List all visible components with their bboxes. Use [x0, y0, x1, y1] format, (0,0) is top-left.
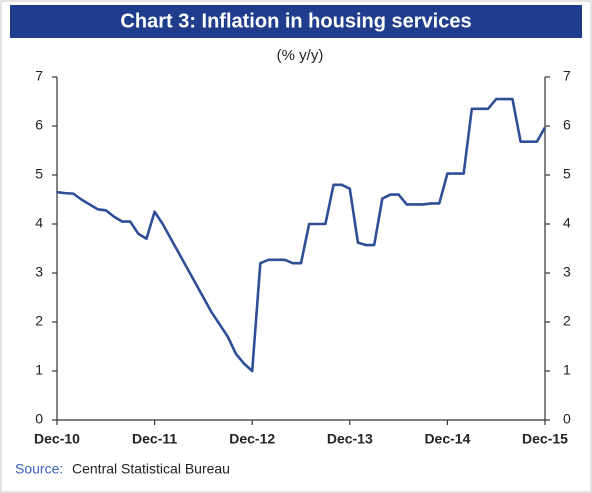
- chart-subtitle: (% y/y): [277, 47, 324, 64]
- y-tick-label: 7: [35, 68, 43, 84]
- x-tick-label: Dec-15: [522, 431, 568, 447]
- x-tick-label: Dec-14: [424, 431, 470, 447]
- y-tick-label: 4: [35, 215, 43, 231]
- x-tick-label: Dec-12: [229, 431, 275, 447]
- y-tick-label: 6: [35, 117, 43, 133]
- data-line: [56, 97, 547, 373]
- x-tick-label: Dec-11: [132, 431, 177, 447]
- y2-tick-label: 0: [563, 411, 571, 427]
- y2-tick-label: 6: [563, 117, 571, 133]
- y2-tick-label: 4: [563, 215, 571, 231]
- y-tick-label: 2: [35, 313, 43, 329]
- y2-tick-label: 2: [563, 313, 571, 329]
- y-tick-label: 1: [35, 362, 43, 378]
- y2-tick-label: 5: [563, 166, 571, 182]
- y2-tick-label: 7: [563, 68, 571, 84]
- source: Central Statistical Bureau: [72, 461, 230, 477]
- title-banner: [10, 5, 582, 38]
- y2-tick-label: 3: [563, 264, 571, 280]
- y-tick-label: 5: [35, 166, 43, 182]
- x-tick-label: Dec-13: [327, 431, 373, 447]
- y-tick-label: 3: [35, 264, 43, 280]
- x-tick-label: Dec-10: [34, 431, 80, 447]
- source-label: Source:: [15, 461, 63, 477]
- y2-tick-label: 1: [563, 362, 571, 378]
- y-tick-label: 0: [35, 411, 43, 427]
- chart-title: Chart 3: Inflation in housing services: [120, 10, 471, 32]
